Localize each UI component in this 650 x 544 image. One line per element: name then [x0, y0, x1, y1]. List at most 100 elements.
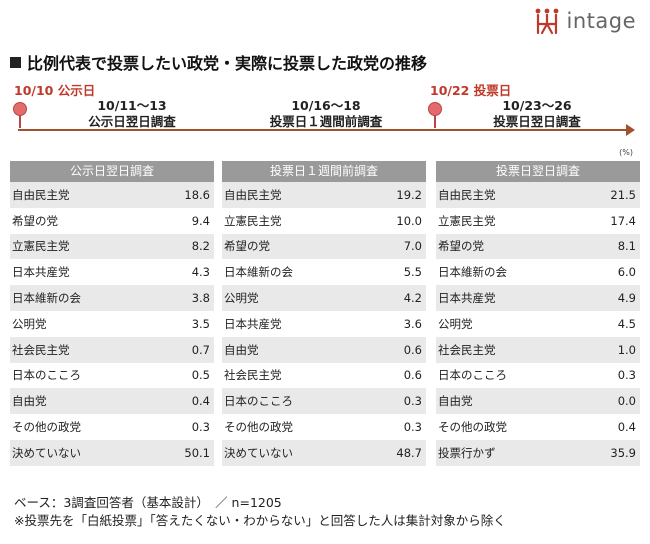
- table-row: 社会民主党 1.0: [436, 336, 640, 363]
- table-row: 日本のこころ 0.3: [436, 363, 640, 389]
- party-value: 4.5: [617, 316, 636, 331]
- table-row: 立憲民主党 17.4: [436, 208, 640, 234]
- party-value: 3.6: [403, 316, 422, 331]
- party-name: 自由民主党: [12, 187, 70, 202]
- party-name: 希望の党: [12, 213, 58, 228]
- table-survey-2: 投票日１週間前調査 自由民主党 19.2 立憲民主党 10.0 希望の党 7.0 日本維新の…: [222, 161, 426, 466]
- party-value: 0.3: [191, 420, 210, 435]
- party-value: 19.2: [396, 187, 422, 202]
- party-name: 社会民主党: [224, 368, 282, 383]
- party-name: 日本のこころ: [438, 368, 507, 383]
- table-row: 投票行かず 35.9: [436, 439, 640, 466]
- party-name: 自由民主党: [224, 187, 282, 202]
- table-row: 自由民主党 19.2: [222, 182, 426, 208]
- party-value: 17.4: [610, 213, 636, 228]
- party-name: 日本維新の会: [438, 265, 507, 280]
- party-name: 自由党: [12, 394, 47, 409]
- table-row: 日本維新の会 3.8: [10, 285, 214, 311]
- intage-logo: intage: [533, 6, 637, 36]
- period-3-label: 投票日翌日調査: [493, 114, 581, 129]
- title-square-bullet: [10, 56, 21, 68]
- table-row: その他の政党 0.3: [222, 414, 426, 440]
- party-value: 0.3: [617, 368, 636, 383]
- period-3-dates: 10/23〜26: [502, 98, 572, 113]
- party-name: 決めていない: [224, 445, 293, 460]
- table-row: 日本維新の会 6.0: [436, 259, 640, 285]
- party-value: 0.4: [617, 420, 636, 435]
- party-name: 公明党: [224, 291, 259, 306]
- table-row: 自由民主党 21.5: [436, 182, 640, 208]
- party-name: 公明党: [12, 316, 47, 331]
- party-value: 0.7: [191, 342, 210, 357]
- party-value: 35.9: [610, 445, 636, 460]
- party-name: その他の政党: [438, 420, 507, 435]
- table-row: 公明党 3.5: [10, 311, 214, 337]
- event-election-day: 10/22 投票日: [430, 83, 512, 98]
- party-name: 立憲民主党: [438, 213, 496, 228]
- period-2-label: 投票日１週間前調査: [269, 114, 383, 129]
- event-announcement-day: 10/10 公示日: [14, 83, 96, 98]
- party-name: 立憲民主党: [224, 213, 282, 228]
- timeline: 10/10 公示日 10/22 投票日 10/11〜13 公示日翌日調査 10/…: [0, 78, 650, 158]
- table-row: 公明党 4.5: [436, 311, 640, 337]
- party-value: 6.0: [617, 265, 636, 280]
- party-name: 日本共産党: [224, 316, 282, 331]
- party-name: 日本共産党: [438, 291, 496, 306]
- timeline-arrow-icon: [626, 124, 635, 136]
- party-value: 4.9: [617, 291, 636, 306]
- table-row: 立憲民主党 10.0: [222, 208, 426, 234]
- timeline-line: [18, 129, 630, 131]
- table-row: 希望の党 8.1: [436, 233, 640, 260]
- party-value: 0.0: [617, 394, 636, 409]
- party-value: 0.5: [191, 368, 210, 383]
- party-value: 21.5: [610, 187, 636, 202]
- table-row: 自由党 0.6: [222, 336, 426, 363]
- party-value: 50.1: [184, 445, 210, 460]
- party-value: 8.2: [191, 239, 210, 254]
- party-name: 日本共産党: [12, 265, 70, 280]
- party-name: 自由党: [224, 342, 259, 357]
- party-value: 5.5: [403, 265, 422, 280]
- party-name: 公明党: [438, 316, 473, 331]
- table-header: 公示日翌日調査: [10, 161, 214, 182]
- table-row: 希望の党 9.4: [10, 208, 214, 234]
- intage-logo-icon: [535, 8, 558, 35]
- party-value: 0.4: [191, 394, 210, 409]
- party-name: 希望の党: [438, 239, 484, 254]
- table-row: 社会民主党 0.6: [222, 363, 426, 389]
- party-value: 48.7: [396, 445, 422, 460]
- party-name: 社会民主党: [438, 342, 496, 357]
- party-name: 日本のこころ: [12, 368, 81, 383]
- table-row: 自由党 0.0: [436, 388, 640, 415]
- period-2: 10/16〜18 投票日１週間前調査: [236, 98, 416, 130]
- party-name: 投票行かず: [438, 445, 496, 460]
- table-row: 日本のこころ 0.3: [222, 388, 426, 415]
- party-value: 4.2: [403, 291, 422, 306]
- table-row: 決めていない 48.7: [222, 439, 426, 466]
- party-value: 0.6: [403, 342, 422, 357]
- table-row: 日本維新の会 5.5: [222, 259, 426, 285]
- party-name: 自由党: [438, 394, 473, 409]
- pin-icon-election: [428, 102, 442, 128]
- table-row: 社会民主党 0.7: [10, 336, 214, 363]
- party-value: 10.0: [396, 213, 422, 228]
- party-name: その他の政党: [12, 420, 81, 435]
- table-row: 決めていない 50.1: [10, 439, 214, 466]
- party-name: 希望の党: [224, 239, 270, 254]
- unit-label: (%): [619, 148, 633, 157]
- table-survey-1: 公示日翌日調査 自由民主党 18.6 希望の党 9.4 立憲民主党 8.2 日本共産党 4.3…: [10, 161, 214, 466]
- pin-icon-announcement: [13, 102, 27, 128]
- period-2-dates: 10/16〜18: [291, 98, 361, 113]
- table-row: 立憲民主党 8.2: [10, 233, 214, 260]
- page-title-text: 比例代表で投票したい政党・実際に投票した政党の推移: [27, 54, 428, 73]
- brand-name: intage: [566, 9, 636, 33]
- period-1-label: 公示日翌日調査: [88, 114, 176, 129]
- party-value: 1.0: [617, 342, 636, 357]
- period-3: 10/23〜26 投票日翌日調査: [447, 98, 627, 130]
- table-row: 自由党 0.4: [10, 388, 214, 415]
- party-value: 0.3: [403, 420, 422, 435]
- table-row: その他の政党 0.3: [10, 414, 214, 440]
- period-1: 10/11〜13 公示日翌日調査: [42, 98, 222, 130]
- footnote: ※投票先を「白紙投票」「答えたくない・わからない」と回答した人は集計対象から除く: [14, 513, 506, 528]
- party-value: 3.8: [191, 291, 210, 306]
